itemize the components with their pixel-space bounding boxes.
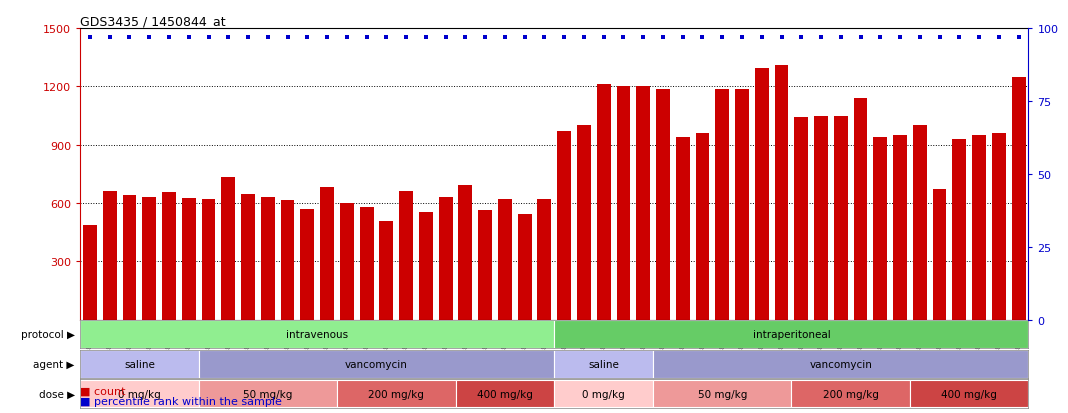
Bar — [80, 320, 554, 348]
Bar — [695, 134, 709, 320]
Bar — [913, 126, 927, 320]
Bar — [300, 209, 314, 320]
Bar — [360, 207, 374, 320]
Text: saline: saline — [588, 359, 619, 369]
Text: vancomycin: vancomycin — [810, 359, 873, 369]
Bar — [893, 135, 907, 320]
Bar — [716, 90, 729, 320]
Text: ■ percentile rank within the sample: ■ percentile rank within the sample — [80, 396, 282, 406]
Bar — [910, 380, 1028, 408]
Bar — [162, 193, 176, 320]
Bar — [458, 185, 472, 320]
Bar — [992, 134, 1006, 320]
Text: intravenous: intravenous — [286, 329, 348, 339]
Bar — [199, 350, 554, 378]
Text: 50 mg/kg: 50 mg/kg — [244, 389, 293, 399]
Bar — [478, 210, 492, 320]
Text: 400 mg/kg: 400 mg/kg — [941, 389, 998, 399]
Text: intraperitoneal: intraperitoneal — [753, 329, 830, 339]
Bar — [399, 192, 413, 320]
Bar — [455, 380, 554, 408]
Bar — [676, 138, 690, 320]
Bar — [80, 380, 199, 408]
Text: GDS3435 / 1450844_at: GDS3435 / 1450844_at — [80, 15, 225, 28]
Text: 200 mg/kg: 200 mg/kg — [368, 389, 424, 399]
Text: 400 mg/kg: 400 mg/kg — [477, 389, 533, 399]
Bar — [202, 200, 216, 320]
Bar — [221, 178, 235, 320]
Bar — [123, 196, 137, 320]
Bar — [577, 126, 591, 320]
Bar — [597, 85, 611, 320]
Bar — [735, 90, 749, 320]
Bar — [80, 350, 199, 378]
Text: ■ count: ■ count — [80, 385, 126, 395]
Bar — [379, 221, 393, 320]
Bar — [554, 350, 653, 378]
Text: vancomycin: vancomycin — [345, 359, 408, 369]
Bar — [653, 380, 791, 408]
Bar — [932, 189, 946, 320]
Bar — [774, 66, 788, 320]
Text: 50 mg/kg: 50 mg/kg — [697, 389, 747, 399]
Bar — [419, 212, 433, 320]
Bar — [241, 195, 255, 320]
Bar — [834, 116, 848, 320]
Bar — [83, 225, 97, 320]
Bar — [142, 198, 156, 320]
Bar — [261, 198, 274, 320]
Bar — [853, 99, 867, 320]
Text: protocol ▶: protocol ▶ — [20, 329, 75, 339]
Bar — [953, 140, 967, 320]
Bar — [340, 204, 354, 320]
Bar — [320, 187, 334, 320]
Text: dose ▶: dose ▶ — [38, 389, 75, 399]
Bar — [518, 214, 532, 320]
Bar — [755, 69, 769, 320]
Bar — [199, 380, 336, 408]
Bar — [972, 135, 986, 320]
Text: saline: saline — [124, 359, 155, 369]
Bar — [554, 320, 1028, 348]
Bar — [281, 201, 295, 320]
Bar — [554, 380, 653, 408]
Bar — [557, 132, 571, 320]
Bar — [336, 380, 455, 408]
Bar — [874, 138, 888, 320]
Text: agent ▶: agent ▶ — [33, 359, 75, 369]
Bar — [653, 350, 1028, 378]
Bar — [439, 198, 453, 320]
Bar — [637, 87, 650, 320]
Bar — [537, 200, 551, 320]
Bar — [814, 116, 828, 320]
Bar — [498, 200, 512, 320]
Bar — [656, 90, 670, 320]
Text: 0 mg/kg: 0 mg/kg — [582, 389, 625, 399]
Bar — [103, 192, 116, 320]
Text: 0 mg/kg: 0 mg/kg — [117, 389, 161, 399]
Bar — [795, 117, 808, 320]
Text: 200 mg/kg: 200 mg/kg — [822, 389, 879, 399]
Bar — [791, 380, 910, 408]
Bar — [1011, 77, 1025, 320]
Bar — [182, 199, 195, 320]
Bar — [616, 87, 630, 320]
